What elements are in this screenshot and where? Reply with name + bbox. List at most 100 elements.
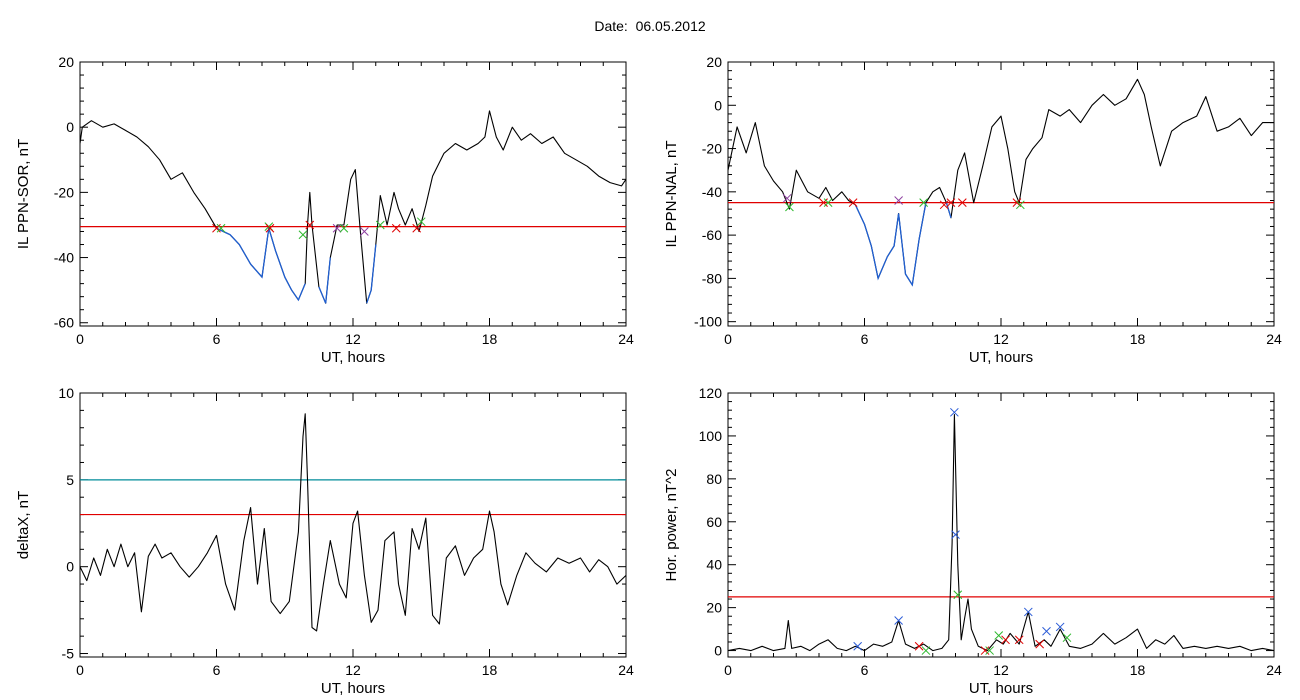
cross-marker: [946, 198, 956, 208]
cross-marker: [894, 196, 903, 205]
cross-marker-stroke: [894, 616, 903, 625]
cross-marker-stroke: [339, 223, 349, 233]
cross-marker-stroke: [1014, 635, 1024, 645]
y-tick-label: -60: [54, 315, 74, 331]
x-tick-label: 12: [993, 331, 1009, 347]
y-tick-label: 0: [714, 643, 722, 659]
series-line: [728, 78, 1274, 286]
cross-marker: [391, 223, 401, 233]
cross-marker: [1023, 607, 1033, 617]
series-line: [728, 413, 1274, 652]
y-tick-label: -5: [62, 646, 75, 662]
cross-marker: [412, 223, 422, 233]
cross-marker: [939, 200, 949, 210]
x-tick-label: 0: [76, 331, 84, 347]
cross-marker: [823, 198, 833, 208]
plot-area: [728, 78, 1274, 287]
disturbed-segment: [854, 202, 927, 287]
x-axis-label: UT, hours: [321, 349, 385, 366]
plot-area: [80, 413, 626, 632]
x-tick-label: 24: [1266, 331, 1282, 347]
cross-marker: [1035, 639, 1045, 649]
x-tick-label: 0: [724, 662, 732, 678]
cross-marker: [985, 646, 994, 655]
cross-marker-stroke: [1042, 626, 1051, 636]
x-axis: 0 6 12 18 24 UT, hours: [724, 393, 1282, 697]
y-tick-label: 80: [706, 471, 722, 487]
y-tick-label: 20: [706, 600, 722, 616]
cross-marker-stroke: [1062, 633, 1072, 643]
cross-marker: [919, 198, 929, 208]
cross-marker-stroke: [994, 631, 1004, 640]
cross-marker: [1062, 633, 1072, 643]
cross-marker-stroke: [1055, 622, 1065, 632]
y-tick-label: 100: [699, 428, 723, 444]
cross-marker-stroke: [848, 198, 858, 208]
cross-marker: [416, 217, 426, 227]
cross-marker-stroke: [1001, 635, 1010, 645]
x-tick-label: 18: [482, 331, 498, 347]
cross-marker-stroke: [957, 198, 967, 208]
cross-marker-stroke: [894, 196, 903, 205]
x-axis-label: UT, hours: [321, 680, 385, 697]
cross-marker: [375, 220, 385, 230]
plot-frame: [79, 61, 627, 327]
y-tick-label: 120: [699, 385, 723, 401]
y-axis-label: IL PPN-SOR, nT: [15, 139, 32, 249]
cross-marker-stroke: [1035, 639, 1045, 649]
cross-marker-stroke: [785, 202, 794, 212]
cross-marker-stroke: [853, 641, 863, 651]
cross-marker: [853, 641, 863, 651]
y-tick-label: 5: [66, 472, 74, 488]
y-axis-label: IL PPN-NAL, nT: [663, 141, 680, 248]
cross-marker: [819, 198, 828, 208]
cross-marker: [848, 198, 858, 208]
cross-marker-stroke: [1012, 198, 1022, 208]
cross-marker-stroke: [951, 530, 960, 540]
cross-marker: [980, 646, 990, 655]
cross-marker-stroke: [391, 223, 401, 233]
x-tick-label: 12: [345, 331, 361, 347]
y-axis: 0 20 40 60 80 100 120 Hor. power, nT^2: [663, 385, 1274, 659]
cross-marker: [265, 223, 275, 233]
disturbed-segment: [945, 202, 952, 218]
disturbed-segment: [318, 257, 331, 304]
cross-marker-stroke: [953, 590, 963, 600]
y-axis-label: deltaX, nT: [15, 491, 32, 559]
cross-marker: [360, 227, 369, 236]
y-axis: -100 -80 -60 -40 -20 0 20 IL PPN-NAL, nT: [663, 54, 1274, 330]
x-tick-label: 12: [993, 662, 1009, 678]
x-tick-label: 12: [345, 662, 361, 678]
page-title: Date: 06.05.2012: [594, 18, 706, 34]
cross-marker-stroke: [332, 223, 342, 233]
cross-marker: [994, 631, 1004, 640]
cross-marker-stroke: [216, 223, 226, 233]
cross-marker-stroke: [939, 200, 949, 210]
cross-marker: [216, 223, 226, 233]
cross-marker-stroke: [985, 646, 994, 655]
cross-marker-stroke: [416, 217, 426, 227]
y-tick-label: 0: [66, 119, 74, 135]
cross-marker-stroke: [375, 220, 385, 230]
cross-marker-stroke: [823, 198, 833, 208]
cross-marker-stroke: [1023, 607, 1033, 617]
y-tick-label: -80: [702, 270, 722, 286]
plot-frame: [727, 392, 1275, 658]
cross-marker-stroke: [919, 198, 929, 208]
cross-marker: [1055, 622, 1065, 632]
y-tick-label: -20: [54, 184, 74, 200]
y-tick-label: 40: [706, 557, 722, 573]
x-tick-label: 18: [482, 662, 498, 678]
cross-marker-stroke: [1015, 200, 1025, 210]
cross-marker: [894, 616, 903, 625]
cross-marker-stroke: [914, 641, 924, 651]
cross-marker: [339, 223, 349, 233]
cross-marker-stroke: [782, 193, 792, 203]
panel-il-ppn-sor: 0 6 12 18 24 UT, hours -60 -40 -20 0 20 IL PPN-SOR,…: [15, 54, 634, 366]
x-tick-label: 24: [1266, 662, 1282, 678]
x-axis: 0 6 12 18 24 UT, hours: [76, 62, 634, 366]
y-tick-label: 60: [706, 514, 722, 530]
x-axis: 0 6 12 18 24 UT, hours: [76, 393, 634, 697]
y-tick-label: 0: [66, 559, 74, 575]
cross-marker: [782, 193, 792, 203]
